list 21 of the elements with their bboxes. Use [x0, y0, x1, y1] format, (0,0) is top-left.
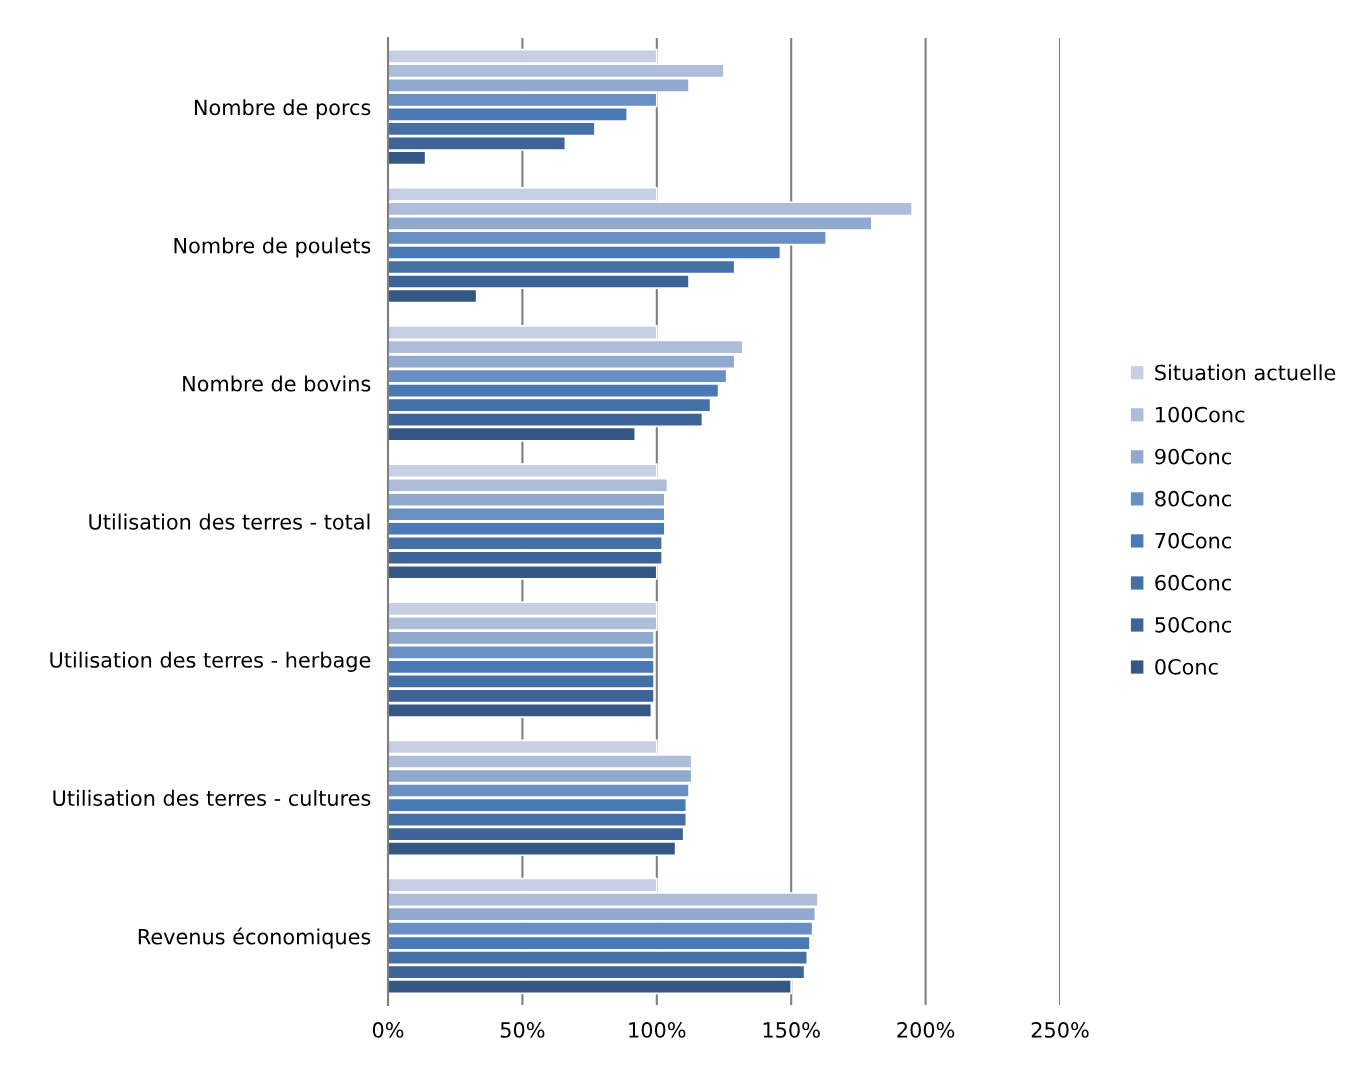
legend-label: 100Conc — [1156, 406, 1245, 423]
y-tick-label: Utilisation des terres - cultures — [53, 789, 371, 806]
y-tick-label: Revenus économiques — [138, 927, 371, 949]
x-tick-label: 250% — [1031, 1022, 1089, 1038]
x-tick-label: 200% — [897, 1022, 955, 1038]
legend-label: Situation actuelle — [1155, 364, 1336, 381]
y-tick-label: Nombre de poulets — [174, 237, 371, 258]
y-tick-label: Nombre de porcs — [194, 99, 371, 120]
x-tick-label: 0% — [372, 1022, 404, 1038]
legend-label: 80Conc — [1155, 490, 1231, 507]
legend-label: 90Conc — [1155, 448, 1231, 465]
x-tick-label: 100% — [629, 1022, 686, 1038]
y-tick-label: Nombre de bovins — [183, 375, 371, 392]
legend-label: 0Conc — [1155, 658, 1218, 675]
x-tick-label: 50% — [500, 1022, 545, 1038]
y-tick-label: Utilisation des terres - herbage — [50, 651, 371, 672]
legend-label: 50Conc — [1155, 616, 1231, 633]
legend-label: 70Conc — [1155, 532, 1231, 549]
x-tick-label: 150% — [763, 1022, 820, 1038]
legend-label: 60Conc — [1155, 574, 1231, 591]
y-tick-label: Utilisation des terres - total — [89, 513, 370, 530]
